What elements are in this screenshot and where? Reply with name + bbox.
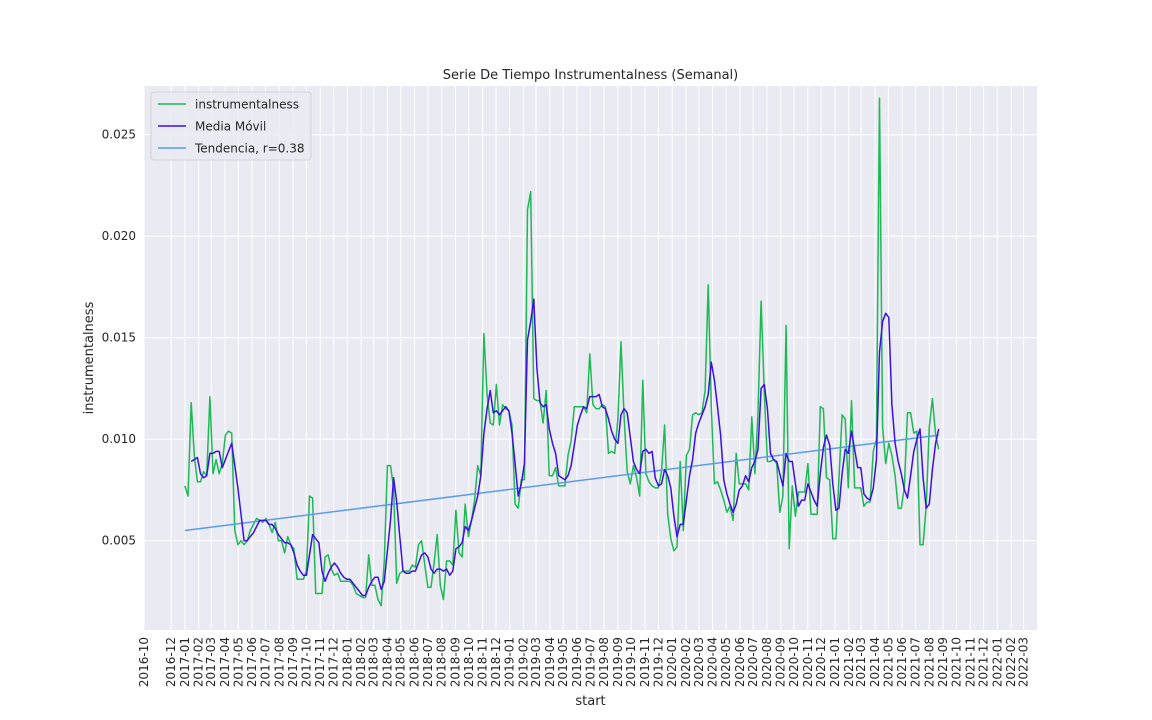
x-tick-label: 2021-01 (828, 637, 842, 687)
x-tick-label: 2021-10 (949, 637, 963, 687)
x-tick-label: 2018-05 (394, 637, 408, 687)
x-tick-label: 2019-11 (638, 637, 652, 687)
x-tick-label: 2018-06 (408, 637, 422, 687)
y-tick-label: 0.010 (102, 432, 136, 446)
x-tick-label: 2017-06 (245, 637, 259, 687)
x-tick-label: 2021-07 (909, 637, 923, 687)
x-tick-label: 2017-08 (272, 637, 286, 687)
x-tick-label: 2021-04 (868, 637, 882, 687)
x-tick-label: 2021-11 (963, 637, 977, 687)
x-tick-label: 2020-10 (787, 637, 801, 687)
x-tick-label: 2019-09 (611, 637, 625, 687)
x-tick-label: 2020-02 (679, 637, 693, 687)
y-tick-label: 0.005 (102, 534, 136, 548)
x-tick-label: 2019-12 (651, 637, 665, 687)
chart-title: Serie De Tiempo Instrumentalness (Semana… (443, 68, 739, 83)
x-tick-label: 2017-11 (313, 637, 327, 687)
series-line-2 (184, 434, 939, 532)
x-tick-label: 2019-06 (570, 637, 584, 687)
grid (143, 86, 1037, 630)
x-tick-label: 2019-10 (624, 637, 638, 687)
x-tick-label: 2019-01 (503, 637, 517, 687)
x-tick-label: 2020-05 (719, 637, 733, 687)
y-tick-label: 0.025 (102, 128, 136, 142)
legend-box (150, 91, 312, 161)
x-tick-label: 2019-04 (543, 637, 557, 687)
x-tick-label: 2018-09 (448, 637, 462, 687)
x-tick-label: 2021-05 (881, 637, 895, 687)
x-tick-label: 2020-11 (801, 637, 815, 687)
y-axis-label: instrumentalness (82, 301, 97, 414)
x-tick-label: 2018-04 (380, 637, 394, 687)
x-tick-label: 2020-01 (665, 637, 679, 687)
x-tick-label: 2017-05 (231, 637, 245, 687)
x-tick-label: 2020-09 (774, 637, 788, 687)
x-tick-label: 2021-02 (842, 637, 856, 687)
x-tick-label: 2021-03 (854, 637, 868, 687)
x-tick-label: 2022-03 (1017, 637, 1031, 687)
x-tick-label: 2016-10 (137, 637, 151, 687)
series-lines (184, 97, 940, 607)
x-tick-label: 2017-10 (299, 637, 313, 687)
x-tick-label: 2021-08 (922, 637, 936, 687)
x-tick-label: 2019-07 (583, 637, 597, 687)
x-tick-label: 2017-09 (286, 637, 300, 687)
x-tick-label: 2021-09 (936, 637, 950, 687)
x-tick-label: 2018-12 (489, 637, 503, 687)
x-tick-label: 2022-02 (1004, 637, 1018, 687)
x-tick-label: 2017-07 (258, 637, 272, 687)
x-tick-label: 2017-03 (204, 637, 218, 687)
x-tick-label: 2018-07 (421, 637, 435, 687)
x-tick-label: 2020-12 (814, 637, 828, 687)
legend-label-tendencia: Tendencia, r=0.38 (194, 142, 305, 156)
x-tick-label: 2018-02 (354, 637, 368, 687)
x-tick-label: 2018-11 (476, 637, 490, 687)
x-tick-label: 2018-01 (340, 637, 354, 687)
x-tick-label: 2022-01 (990, 637, 1004, 687)
x-tick-label: 2019-08 (597, 637, 611, 687)
x-tick-label: 2016-12 (164, 637, 178, 687)
x-tick-label: 2019-02 (517, 637, 531, 687)
legend-label-instrumentalness: instrumentalness (195, 98, 299, 112)
x-tick-label: 2021-12 (977, 637, 991, 687)
x-tick-label: 2017-04 (218, 637, 232, 687)
series-line-0 (184, 97, 940, 607)
x-tick-label: 2020-08 (760, 637, 774, 687)
y-axis-ticks: 0.005 0.010 0.015 0.020 0.025 (102, 128, 136, 548)
x-tick-label: 2020-06 (733, 637, 747, 687)
x-tick-label: 2019-03 (529, 637, 543, 687)
series-line-1 (190, 298, 940, 597)
x-tick-label: 2020-03 (692, 637, 706, 687)
x-tick-label: 2018-03 (367, 637, 381, 687)
x-tick-label: 2018-08 (435, 637, 449, 687)
x-tick-label: 2017-01 (178, 637, 192, 687)
x-tick-label: 2018-10 (462, 637, 476, 687)
y-tick-label: 0.015 (102, 331, 136, 345)
x-tick-label: 2021-06 (895, 637, 909, 687)
x-tick-label: 2019-05 (556, 637, 570, 687)
x-tick-label: 2020-07 (746, 637, 760, 687)
y-tick-label: 0.020 (102, 229, 136, 243)
x-tick-label: 2020-04 (706, 637, 720, 687)
legend: instrumentalness Media Móvil Tendencia, … (150, 91, 312, 161)
x-axis-label: start (575, 694, 605, 709)
x-tick-label: 2017-02 (192, 637, 206, 687)
x-tick-label: 2017-12 (327, 637, 341, 687)
legend-label-media-movil: Media Móvil (195, 120, 266, 134)
